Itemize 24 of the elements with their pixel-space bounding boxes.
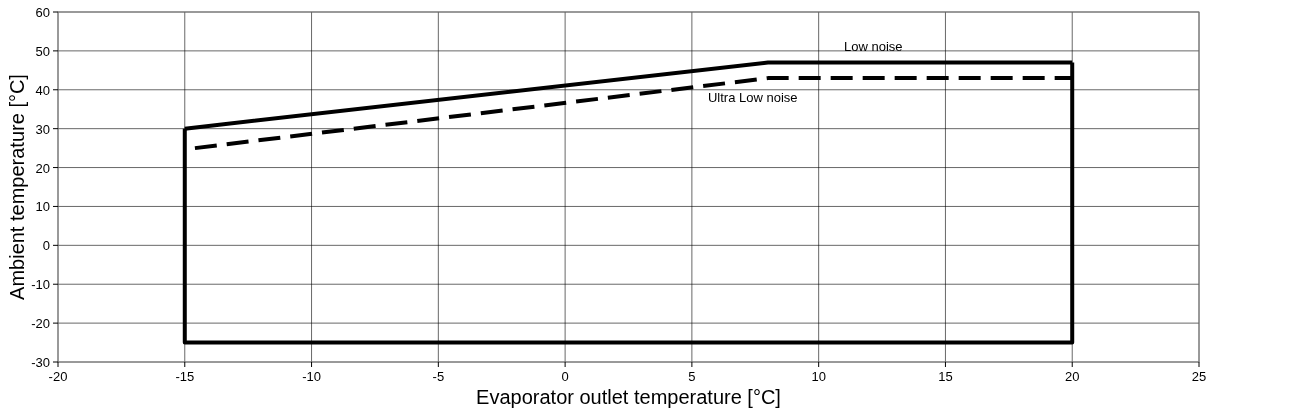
x-tick-label: 20 xyxy=(1064,369,1080,384)
x-axis-title: Evaporator outlet temperature [°C] xyxy=(476,386,781,408)
x-tick-label: -10 xyxy=(302,369,321,384)
x-tick-label: 25 xyxy=(1191,369,1207,384)
x-tick-label: 5 xyxy=(688,369,696,384)
y-tick-label: -10 xyxy=(31,277,50,293)
y-axis-title: Ambient temperature [°C] xyxy=(6,74,28,300)
y-tick-label: 20 xyxy=(35,160,50,176)
y-tick-label: 10 xyxy=(35,199,50,215)
y-tick-label: -20 xyxy=(31,316,50,332)
series-label: Low noise xyxy=(844,38,903,54)
x-tick-label: 15 xyxy=(938,369,953,384)
x-tick-label: 0 xyxy=(561,369,569,384)
y-tick-label: 0 xyxy=(42,238,50,254)
y-tick-label: 50 xyxy=(35,43,50,59)
y-tick-label: -30 xyxy=(31,355,50,370)
y-tick-label: 60 xyxy=(35,5,50,20)
x-tick-label: -15 xyxy=(175,369,195,384)
y-tick-label: 30 xyxy=(35,121,50,137)
x-tick-label: -5 xyxy=(432,369,445,384)
x-tick-label: 10 xyxy=(811,369,826,384)
series-label: Ultra Low noise xyxy=(707,90,798,106)
y-tick-label: 40 xyxy=(35,82,50,98)
x-tick-label: -20 xyxy=(48,369,68,384)
